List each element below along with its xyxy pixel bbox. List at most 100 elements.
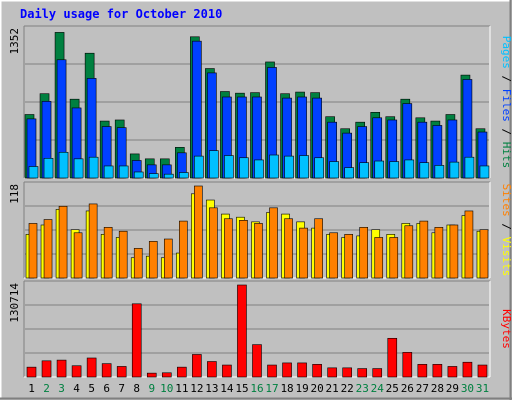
- bar-pages-day-11: [179, 172, 189, 179]
- bar-kbytes-day-12: [192, 354, 202, 378]
- chart-panels: 1352 Pages / Files / Hits 118 Sites / Visit…: [8, 25, 512, 378]
- bar-sites-day-8: [133, 248, 143, 279]
- bar-kbytes-day-3: [56, 359, 67, 378]
- bar-pages-day-17: [269, 154, 279, 179]
- bar-pages-day-7: [118, 165, 129, 179]
- bar-pages-day-4: [73, 158, 84, 179]
- x-tick-label-day-23: 23: [356, 382, 369, 395]
- bar-kbytes-day-30: [462, 361, 473, 378]
- bar-pages-day-30: [464, 156, 475, 179]
- x-tick-label-day-24: 24: [371, 382, 385, 395]
- bar-kbytes-day-13: [207, 361, 217, 378]
- bar-pages-day-16: [254, 159, 264, 179]
- legend-part: /: [500, 122, 512, 142]
- x-tick-label-day-6: 6: [103, 382, 110, 395]
- series-legend-bottom: KBytes: [500, 309, 512, 349]
- bar-sites-day-20: [314, 218, 323, 279]
- bar-kbytes-day-23: [357, 368, 368, 378]
- bar-kbytes-day-6: [101, 363, 112, 378]
- bar-kbytes-day-20: [312, 364, 322, 378]
- x-axis-day-labels: 1 2 3 4 5 6 7 8 9 10 11 12 13 14 15 16 17 18 19 20 21 22 23 24 2…: [28, 382, 489, 395]
- bar-pages-day-28: [434, 165, 445, 179]
- x-tick-label-day-27: 27: [416, 382, 429, 395]
- bar-sites-day-21: [329, 232, 338, 279]
- bar-pages-day-14: [224, 155, 234, 179]
- bar-pages-day-27: [419, 162, 430, 179]
- x-tick-label-day-31: 31: [476, 382, 489, 395]
- bar-sites-day-24: [374, 237, 384, 279]
- bar-sites-day-31: [479, 229, 489, 279]
- bar-pages-day-20: [314, 157, 324, 179]
- bar-pages-day-6: [103, 165, 114, 179]
- bar-sites-day-13: [209, 207, 218, 279]
- bar-pages-day-2: [43, 157, 54, 179]
- bar-sites-day-12: [194, 185, 203, 279]
- bar-kbytes-day-27: [417, 364, 428, 378]
- legend-part: Sites: [500, 184, 512, 217]
- bar-kbytes-day-1: [26, 366, 37, 378]
- bar-kbytes-day-17: [267, 364, 277, 378]
- bar-kbytes-day-31: [477, 364, 488, 378]
- bar-sites-day-3: [58, 205, 68, 279]
- bar-pages-day-9: [148, 173, 159, 179]
- bar-pages-day-18: [284, 155, 294, 179]
- legend-part: KBytes: [500, 309, 512, 349]
- y-max-label-bottom: 130714: [8, 283, 21, 323]
- bar-sites-day-6: [103, 227, 113, 279]
- bar-pages-day-29: [449, 161, 460, 179]
- x-tick-label-day-17: 17: [265, 382, 278, 395]
- panel-top: 1352 Pages / Files / Hits: [8, 25, 512, 179]
- bar-sites-day-18: [284, 218, 293, 279]
- bar-pages-day-25: [389, 161, 400, 179]
- legend-part: Files: [500, 89, 512, 122]
- bar-pages-day-13: [209, 150, 219, 179]
- x-tick-label-day-22: 22: [341, 382, 354, 395]
- bar-sites-day-19: [299, 227, 308, 279]
- bar-kbytes-day-5: [86, 357, 97, 378]
- legend-part: Pages: [500, 36, 512, 69]
- bar-pages-day-23: [359, 162, 370, 179]
- bar-pages-day-12: [194, 155, 204, 179]
- bar-sites-day-2: [43, 219, 53, 279]
- x-tick-label-day-8: 8: [133, 382, 140, 395]
- bar-kbytes-day-22: [342, 367, 352, 378]
- bar-kbytes-day-15: [237, 284, 247, 378]
- bar-pages-day-3: [58, 151, 69, 179]
- bar-pages-day-15: [239, 157, 249, 179]
- bar-sites-day-4: [73, 232, 83, 279]
- chart-title: Daily usage for October 2010: [20, 7, 222, 21]
- bar-sites-day-27: [419, 220, 429, 279]
- x-tick-label-day-25: 25: [386, 382, 399, 395]
- x-tick-label-day-20: 20: [311, 382, 324, 395]
- legend-part: /: [500, 69, 512, 89]
- legend-part: /: [500, 217, 512, 237]
- bar-sites-day-5: [88, 203, 98, 279]
- x-tick-label-day-10: 10: [160, 382, 173, 395]
- bar-sites-day-22: [344, 234, 353, 279]
- bar-sites-day-14: [224, 218, 233, 279]
- bar-kbytes-day-14: [222, 364, 232, 378]
- bar-kbytes-day-18: [282, 362, 292, 378]
- x-tick-label-day-19: 19: [295, 382, 308, 395]
- panel-middle: 118 Sites / Visits: [8, 181, 512, 279]
- bar-sites-day-7: [118, 230, 128, 279]
- x-tick-label-day-1: 1: [28, 382, 35, 395]
- bar-kbytes-day-4: [71, 365, 82, 378]
- x-tick-label-day-15: 15: [235, 382, 248, 395]
- bar-sites-day-1: [28, 223, 38, 279]
- bar-kbytes-day-26: [402, 352, 413, 378]
- bar-kbytes-day-29: [447, 366, 458, 378]
- series-legend-top: Pages / Files / Hits: [500, 36, 512, 169]
- bar-pages-day-19: [299, 155, 309, 179]
- bar-sites-day-23: [359, 227, 369, 279]
- bar-kbytes-day-7: [116, 366, 127, 378]
- x-tick-label-day-30: 30: [461, 382, 474, 395]
- x-tick-label-day-13: 13: [205, 382, 218, 395]
- bar-sites-day-25: [389, 237, 399, 279]
- bar-kbytes-day-2: [41, 360, 52, 378]
- bar-sites-day-11: [179, 220, 188, 279]
- x-tick-label-day-5: 5: [88, 382, 95, 395]
- bar-kbytes-day-9: [146, 372, 157, 378]
- bar-sites-day-16: [254, 223, 263, 279]
